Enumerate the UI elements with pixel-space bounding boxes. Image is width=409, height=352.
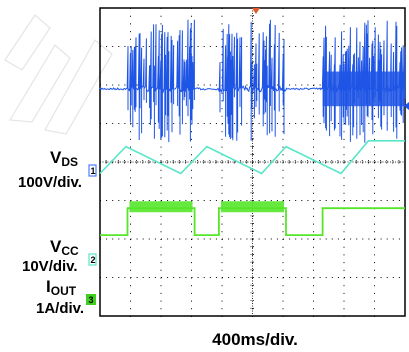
ch3-marker-number: 3: [89, 295, 94, 305]
vds-trace: [99, 19, 406, 143]
watermark: [4, 14, 113, 135]
trigger-marker-icon: [252, 8, 260, 14]
graticule-dots: [100, 8, 400, 317]
scope-traces: [99, 19, 406, 237]
ch1-marker-icon: [88, 164, 97, 177]
ch2-marker-icon: [88, 253, 97, 266]
right-level-marker-icon: [404, 102, 409, 110]
iout-trace: [100, 207, 405, 237]
ch3-scale: 1A/div.: [36, 300, 84, 317]
ch3-marker-icon: [86, 294, 96, 305]
ch1-scale: 100V/div.: [18, 174, 82, 191]
iout-noise-band: [129, 201, 285, 213]
graticule-center-axes: [99, 7, 405, 317]
ch2-marker-number: 2: [91, 255, 96, 265]
ch3-name: IOUT: [46, 277, 77, 298]
ch1-name: VDS: [50, 148, 78, 169]
vcc-trace: [99, 140, 405, 175]
x-axis-scale-label: 400ms/div.: [212, 330, 298, 349]
ch2-scale: 10V/div.: [22, 258, 78, 275]
ch1-marker-number: 1: [91, 166, 96, 176]
ch2-name: VCC: [50, 237, 79, 258]
